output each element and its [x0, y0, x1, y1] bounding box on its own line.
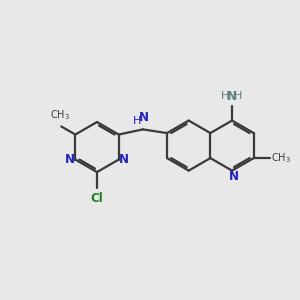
Text: H: H	[133, 116, 141, 126]
Text: H: H	[221, 92, 230, 101]
Text: H: H	[234, 92, 243, 101]
Text: CH$_3$: CH$_3$	[272, 151, 291, 165]
Text: N: N	[119, 153, 129, 166]
Text: N: N	[229, 170, 238, 183]
Text: N: N	[65, 153, 75, 166]
Text: N: N	[138, 111, 148, 124]
Text: CH$_3$: CH$_3$	[50, 108, 70, 122]
Text: N: N	[227, 90, 237, 103]
Text: Cl: Cl	[91, 192, 103, 205]
